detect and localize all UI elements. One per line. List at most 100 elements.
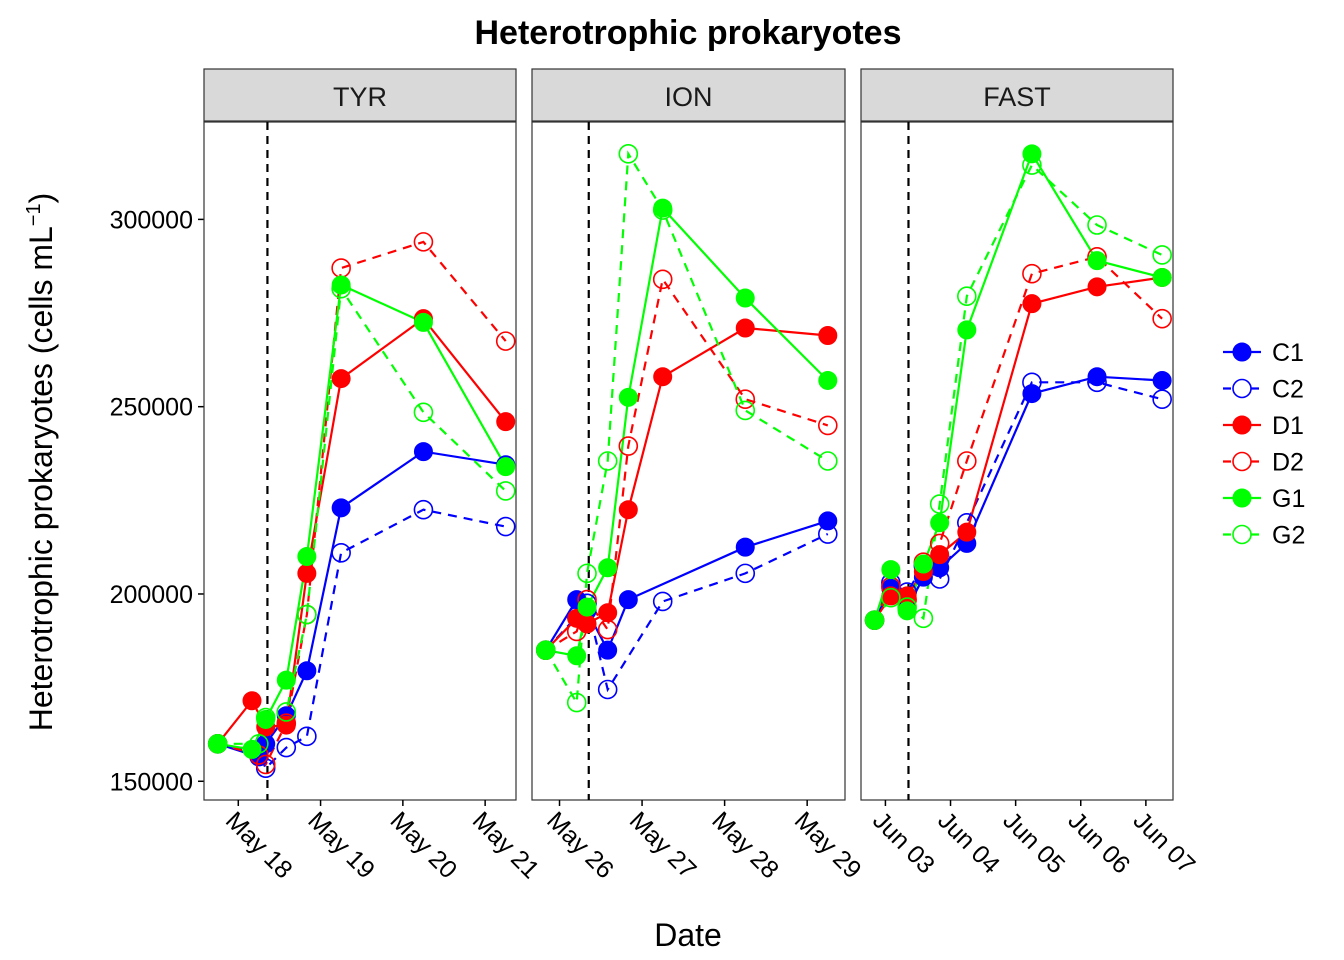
series-line-c2 [873,381,1163,621]
data-point-g1 [496,457,516,477]
legend-label: D2 [1272,449,1304,477]
panel-strip [203,68,517,122]
x-tick-label: Jun 04 [932,806,1005,879]
x-tick-label: May 27 [624,806,702,884]
panel-strip-label: FAST [983,82,1051,112]
panel-strip [860,68,1174,122]
series-line-g2 [217,285,507,745]
legend-item-g2: G2 [1223,522,1305,550]
data-point-d1 [598,603,618,623]
data-point-g2 [957,286,977,306]
chart-title: Heterotrophic prokaryotes [475,14,902,52]
x-tick-label: May 20 [385,806,463,884]
data-point-g1 [413,312,433,332]
y-tick-label: 300000 [110,206,193,234]
data-point-g2 [535,640,556,660]
data-point-g2 [1087,215,1107,235]
series-line-d2 [217,240,507,767]
data-point-c2 [1152,389,1172,409]
data-point-c1 [297,661,317,681]
data-point-c2 [735,563,756,584]
data-point-d1 [618,500,638,520]
data-point-d2 [597,619,618,640]
data-point-g2 [413,402,434,423]
legend-label: D1 [1272,412,1304,440]
legend: C1 C2 D1 D2 G1 G2 [1223,339,1305,550]
data-point-d1 [297,563,317,583]
data-point-g2 [735,400,756,421]
data-point-g1 [1087,251,1107,271]
panel-border [531,121,846,801]
data-point-g1 [930,513,950,533]
data-point-c2 [276,737,297,758]
legend-key-marker [1232,488,1252,508]
series-line-c2 [544,533,829,693]
data-point-c2 [597,679,618,700]
data-point-g2 [207,734,228,754]
data-point-g2 [297,604,317,625]
y-tick-label: 200000 [110,581,193,609]
x-tick-label: May 26 [541,806,619,884]
data-point-c2 [818,524,838,544]
y-axis-title-close: ) [23,193,59,204]
data-point-g2 [1152,245,1172,265]
data-point-d1 [735,318,755,338]
data-point-g1 [276,670,296,690]
x-tick-label: May 21 [467,806,545,884]
y-tick-label: 150000 [110,768,193,796]
data-point-g1 [598,558,618,578]
legend-key-marker [1232,378,1252,399]
data-point-d1 [496,412,516,432]
data-point-g1 [567,646,587,666]
series-line-d2 [545,276,829,652]
data-point-g1 [957,320,977,340]
panel-strip-label: ION [664,82,712,112]
legend-label: C1 [1272,339,1304,367]
data-point-g2 [818,451,838,471]
data-point-c1 [735,537,755,557]
data-point-g2 [652,200,673,220]
data-point-c2 [331,542,351,563]
data-point-d2 [255,754,276,775]
data-point-d1 [331,369,351,389]
data-point-d2 [818,415,838,436]
data-point-g2 [881,587,901,608]
data-point-c2 [495,516,516,537]
legend-item-d1: D1 [1223,412,1304,440]
data-point-c2 [1022,372,1042,393]
data-point-g2 [577,563,597,584]
x-axis-title: Date [654,917,722,953]
x-tick-label: May 28 [706,806,784,884]
data-point-g1 [577,597,597,617]
data-point-d2 [735,389,756,409]
data-point-d2 [566,621,587,642]
x-tick-label: Jun 07 [1128,806,1201,879]
x-tick-label: May 29 [789,806,867,884]
data-point-g2 [1022,155,1042,175]
legend-item-c1: C1 [1223,339,1304,367]
data-point-d2 [495,331,516,351]
data-point-d2 [1152,308,1172,329]
data-point-c1 [413,442,433,462]
data-point-d2 [929,533,950,554]
panel-border [203,121,517,801]
data-point-c2 [929,569,950,589]
legend-label: G1 [1272,485,1305,513]
data-point-c1 [1022,384,1042,404]
data-point-d2 [618,436,639,456]
data-point-d1 [1022,294,1042,314]
legend-item-g1: G1 [1223,485,1305,513]
data-point-d2 [276,713,297,734]
x-tick-label: Jun 03 [867,806,940,879]
data-point-g1 [618,387,638,407]
data-point-g1 [735,288,755,308]
data-point-g2 [276,702,297,722]
panel-ion: ION May 26 May 27 May 28 May 29 [531,68,867,884]
data-point-c1 [598,640,618,660]
data-point-d1 [957,522,977,542]
data-point-g2 [618,144,639,164]
legend-label: C2 [1272,376,1304,404]
data-point-g1 [653,198,673,218]
